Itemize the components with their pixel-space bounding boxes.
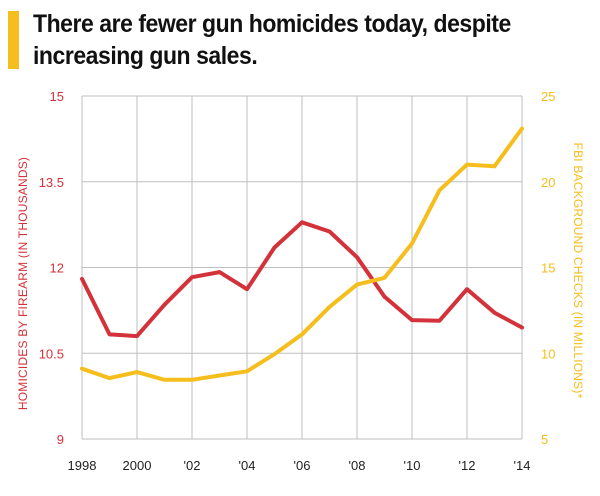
x-tick-label-1: 2000 <box>123 458 152 473</box>
homicides-point-2005 <box>272 245 277 250</box>
homicides-point-2008 <box>355 255 359 260</box>
background-checks-point-2001 <box>162 378 167 382</box>
background-checks-point-2005 <box>272 352 277 356</box>
left-tick-label-0: 15 <box>50 89 64 104</box>
right-tick-label-3: 10 <box>541 346 555 361</box>
homicides-point-2014 <box>520 325 524 330</box>
background-checks-point-2008 <box>355 282 359 287</box>
x-tick-label-6: '10 <box>404 458 421 473</box>
homicides-point-2011 <box>437 318 442 323</box>
right-axis-ticks: 25 20 15 10 5 <box>541 89 555 447</box>
right-axis-label: FBI BACKGROUND CHECKS (IN MILLIONS)* <box>571 143 585 399</box>
homicides-point-2010 <box>410 318 414 322</box>
homicides-point-2002 <box>190 275 194 280</box>
background-checks-point-2014 <box>520 126 524 131</box>
background-checks-point-1998 <box>80 366 84 371</box>
homicides-point-2003 <box>217 270 222 274</box>
left-tick-label-2: 12 <box>50 261 64 276</box>
homicides-point-2004 <box>245 287 249 292</box>
left-tick-label-3: 10.5 <box>39 346 64 361</box>
x-tick-label-7: '12 <box>459 458 476 473</box>
background-checks-point-2009 <box>382 275 387 280</box>
background-checks-point-2012 <box>465 162 469 167</box>
left-tick-label-4: 9 <box>57 432 64 447</box>
series-lines <box>80 126 524 382</box>
homicides-point-2007 <box>327 229 332 234</box>
homicides-point-2013 <box>492 310 497 315</box>
homicides-point-2012 <box>465 287 469 292</box>
background-checks-point-2006 <box>300 332 304 337</box>
background-checks-point-2011 <box>437 188 442 193</box>
background-checks-point-2002 <box>190 378 194 382</box>
background-checks-point-2013 <box>492 164 497 169</box>
homicides-point-2001 <box>162 302 167 307</box>
homicides-point-2000 <box>135 334 139 338</box>
background-checks-point-2004 <box>245 369 249 374</box>
x-tick-label-3: '04 <box>239 458 256 473</box>
left-axis-label: HOMICIDES BY FIREARM (IN THOUSANDS) <box>16 157 30 410</box>
left-tick-label-1: 13.5 <box>39 175 64 190</box>
homicides-point-1998 <box>80 277 84 281</box>
background-checks-point-2000 <box>135 370 139 374</box>
right-tick-label-4: 5 <box>541 432 548 447</box>
background-checks-point-1999 <box>107 376 112 380</box>
left-axis-ticks: 15 13.5 12 10.5 9 <box>39 89 64 447</box>
x-tick-label-2: '02 <box>184 458 201 473</box>
right-tick-label-1: 20 <box>541 175 555 190</box>
background-checks-point-2003 <box>217 373 222 378</box>
x-tick-label-8: '14 <box>514 458 531 473</box>
background-checks-point-2010 <box>410 241 414 246</box>
right-tick-label-0: 25 <box>541 89 555 104</box>
background-checks-point-2007 <box>327 305 332 309</box>
chart-title: There are fewer gun homicides today, des… <box>33 10 511 70</box>
title-accent-bar <box>8 11 19 69</box>
right-tick-label-2: 15 <box>541 261 555 276</box>
homicides-point-1999 <box>107 332 112 337</box>
grid <box>81 95 523 440</box>
x-axis-ticks: 1998 2000 '02 '04 '06 '08 '10 '12 '14 <box>68 458 531 473</box>
x-tick-label-0: 1998 <box>68 458 97 473</box>
x-tick-label-4: '06 <box>294 458 311 473</box>
x-tick-label-5: '08 <box>349 458 366 473</box>
homicides-point-2009 <box>382 294 387 299</box>
homicides-point-2006 <box>300 220 304 225</box>
